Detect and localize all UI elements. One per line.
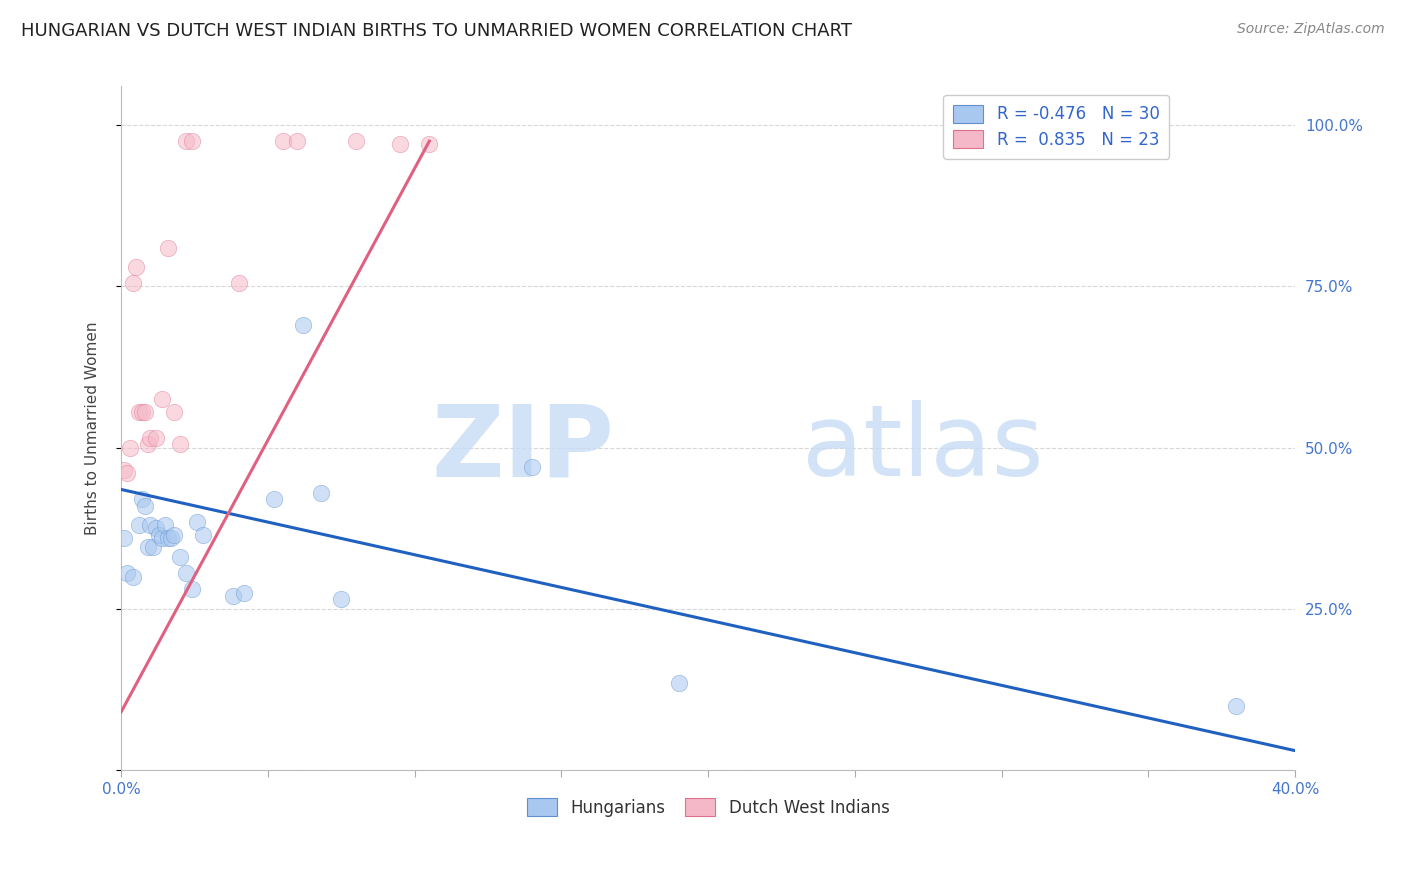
- Point: [169, 550, 191, 565]
- Point: [142, 541, 165, 555]
- Point: [131, 492, 153, 507]
- Point: [115, 566, 138, 581]
- Point: [388, 137, 411, 152]
- Text: ZIP: ZIP: [432, 401, 614, 497]
- Point: [221, 589, 243, 603]
- Point: [136, 437, 159, 451]
- Point: [112, 463, 135, 477]
- Point: [186, 515, 208, 529]
- Point: [145, 431, 167, 445]
- Point: [520, 459, 543, 474]
- Point: [160, 531, 183, 545]
- Point: [145, 521, 167, 535]
- Point: [344, 134, 367, 148]
- Text: Source: ZipAtlas.com: Source: ZipAtlas.com: [1237, 22, 1385, 37]
- Point: [125, 260, 148, 274]
- Point: [134, 499, 156, 513]
- Point: [128, 517, 150, 532]
- Point: [309, 485, 332, 500]
- Point: [136, 541, 159, 555]
- Point: [418, 137, 440, 152]
- Y-axis label: Births to Unmarried Women: Births to Unmarried Women: [86, 321, 100, 535]
- Point: [180, 582, 202, 597]
- Point: [228, 276, 250, 290]
- Point: [668, 676, 690, 690]
- Legend: Hungarians, Dutch West Indians: Hungarians, Dutch West Indians: [520, 791, 896, 823]
- Point: [122, 569, 145, 583]
- Point: [233, 585, 256, 599]
- Point: [1225, 698, 1247, 713]
- Point: [157, 531, 180, 545]
- Point: [122, 276, 145, 290]
- Point: [193, 527, 215, 541]
- Point: [330, 592, 353, 607]
- Point: [139, 517, 162, 532]
- Point: [174, 134, 197, 148]
- Point: [263, 492, 285, 507]
- Point: [148, 527, 170, 541]
- Point: [153, 517, 176, 532]
- Point: [131, 405, 153, 419]
- Text: atlas: atlas: [801, 401, 1043, 497]
- Point: [180, 134, 202, 148]
- Point: [115, 467, 138, 481]
- Point: [174, 566, 197, 581]
- Point: [285, 134, 308, 148]
- Point: [163, 527, 186, 541]
- Point: [118, 441, 141, 455]
- Point: [128, 405, 150, 419]
- Point: [150, 392, 173, 406]
- Point: [271, 134, 294, 148]
- Point: [157, 241, 180, 255]
- Point: [134, 405, 156, 419]
- Point: [163, 405, 186, 419]
- Point: [139, 431, 162, 445]
- Point: [292, 318, 315, 332]
- Point: [169, 437, 191, 451]
- Point: [150, 531, 173, 545]
- Text: HUNGARIAN VS DUTCH WEST INDIAN BIRTHS TO UNMARRIED WOMEN CORRELATION CHART: HUNGARIAN VS DUTCH WEST INDIAN BIRTHS TO…: [21, 22, 852, 40]
- Point: [112, 531, 135, 545]
